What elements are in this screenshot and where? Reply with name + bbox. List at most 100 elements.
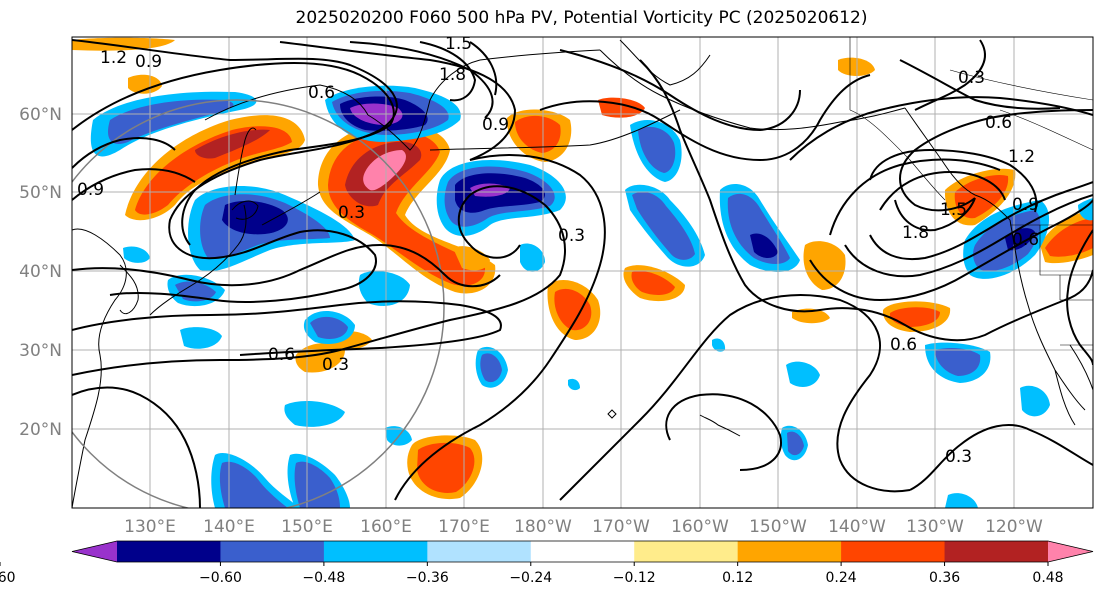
pv-anomaly-fills	[72, 37, 1093, 508]
pv-contour	[869, 148, 1038, 213]
lon-label: 150°E	[281, 517, 333, 537]
pv-fill-negative	[638, 126, 676, 173]
pv-fill-negative	[180, 327, 222, 349]
border-line	[849, 109, 946, 201]
colorbar-segment	[117, 541, 221, 562]
pv-fill-negative	[632, 191, 695, 260]
lat-label: 60°N	[19, 105, 62, 125]
border-line	[999, 109, 1093, 151]
colorbar-tick-label: −0.48	[302, 570, 345, 586]
pv-fill-negative	[787, 431, 804, 456]
colorbar-extend-min	[72, 541, 117, 562]
colorbar-tick-label: 0.36	[929, 570, 960, 586]
contour-label: 0.6	[1012, 230, 1039, 250]
pv-fill-positive	[803, 241, 846, 290]
pv-fill-negative	[945, 493, 978, 508]
contour-label: 1.8	[902, 223, 929, 243]
pv-fill-negative	[750, 233, 778, 258]
lon-label: 180°W	[514, 517, 572, 537]
pv-fill-negative	[935, 347, 981, 376]
pv-contour	[72, 137, 176, 169]
pv-contour	[894, 197, 976, 232]
pv-contour	[539, 74, 871, 162]
pv-fill-negative	[219, 461, 288, 508]
colorbar-tick-label: −0.12	[613, 570, 656, 586]
lon-label: 140°W	[828, 517, 886, 537]
colorbar-outline	[71, 540, 1094, 563]
border-line	[1039, 225, 1093, 276]
lon-label: 160°W	[671, 517, 729, 537]
pv-contour	[559, 294, 911, 501]
coastline-korea	[119, 264, 139, 315]
pv-fill-negative	[712, 338, 726, 352]
pv-contour	[809, 199, 1093, 302]
pv-contour	[72, 386, 201, 508]
coastline-us-west	[1009, 219, 1086, 411]
pv-contour	[72, 204, 566, 376]
contour-label: 0.9	[77, 180, 104, 200]
plot-frame	[71, 36, 1094, 509]
contour-label: 0.6	[985, 113, 1012, 133]
lon-label: 130°W	[906, 517, 964, 537]
longitude-labels: 130°E 140°E 150°E 160°E 170°E 180°W 170°…	[124, 517, 1043, 537]
pv-contour	[909, 424, 1093, 491]
pv-fill-positive	[792, 308, 830, 324]
lat-label: 50°N	[19, 183, 62, 203]
latitude-labels: 60°N 50°N 40°N 30°N 20°N	[19, 105, 62, 440]
pv-fill-positive	[515, 115, 561, 153]
colorbar-segment	[530, 541, 635, 562]
pv-fill-negative	[284, 400, 345, 427]
pv-fill-negative	[520, 243, 545, 272]
contour-label: 1.8	[439, 65, 466, 85]
pv-contour	[1066, 229, 1093, 366]
coastline-hokkaido	[231, 200, 259, 220]
pv-contour	[72, 62, 395, 246]
contour-label: 0.6	[268, 345, 295, 365]
lon-label: 150°W	[749, 517, 807, 537]
pv-contour	[72, 39, 398, 303]
colorbar-tick-label: 0.60	[0, 570, 16, 586]
contour-label: 0.3	[958, 68, 985, 88]
coastline-sakhalin	[234, 127, 257, 196]
colorbar-segment	[841, 541, 946, 562]
border-line	[949, 69, 1093, 101]
coastline-alaska-west	[619, 39, 711, 86]
pv-contour	[829, 158, 1001, 236]
map-title: 2025020200 F060 500 hPa PV, Potential Vo…	[295, 8, 868, 28]
colorbar-tick-label: −0.60	[199, 570, 242, 586]
contour-labels: 1.2 0.9 0.6 1.5 1.8 0.9 0.6 0.3 0.9 0.3 …	[77, 37, 1039, 467]
reference-circle	[72, 99, 445, 508]
pv-fill-negative	[568, 378, 580, 391]
lon-label: 170°E	[438, 517, 490, 537]
pv-contour	[457, 185, 546, 259]
pv-contour	[899, 109, 1093, 212]
colorbar-tick-label: −0.24	[509, 570, 552, 586]
coastline-aleutians	[429, 109, 681, 151]
coastline-panhandle	[904, 107, 976, 196]
pv-fill-negative	[310, 316, 348, 339]
pv-fill-negative	[480, 353, 502, 383]
pv-fill-negative	[108, 99, 234, 144]
pv-contour	[914, 39, 986, 111]
colorbar-tick-label: −0.36	[406, 570, 449, 586]
coastline-island	[607, 409, 617, 419]
colorbar-segments	[71, 540, 1094, 563]
lon-label: 120°W	[985, 517, 1043, 537]
pv-contour	[394, 154, 606, 501]
pv-contour	[844, 194, 1093, 278]
coastline-okhotsk	[204, 84, 369, 121]
pv-contour	[419, 41, 477, 102]
borders	[849, 37, 1093, 346]
pv-contour	[349, 41, 494, 119]
colorbar-ticks: −0.60 −0.48 −0.36 −0.24 −0.12 0.12 0.24 0.36 0.4…	[0, 562, 1064, 586]
pv-contour	[559, 49, 801, 132]
coastline-kamchatka	[367, 59, 481, 151]
pv-contour	[469, 41, 498, 96]
contour-label: 0.3	[322, 355, 349, 375]
border-line	[1059, 275, 1093, 301]
coastline-alaska	[599, 49, 906, 131]
pv-fill-negative	[1020, 385, 1050, 417]
pv-fill-positive	[453, 246, 490, 271]
pv-fill-positive	[554, 288, 592, 331]
plot-area: 1.2 0.9 0.6 1.5 1.8 0.9 0.6 0.3 0.9 0.3 …	[71, 36, 1094, 509]
